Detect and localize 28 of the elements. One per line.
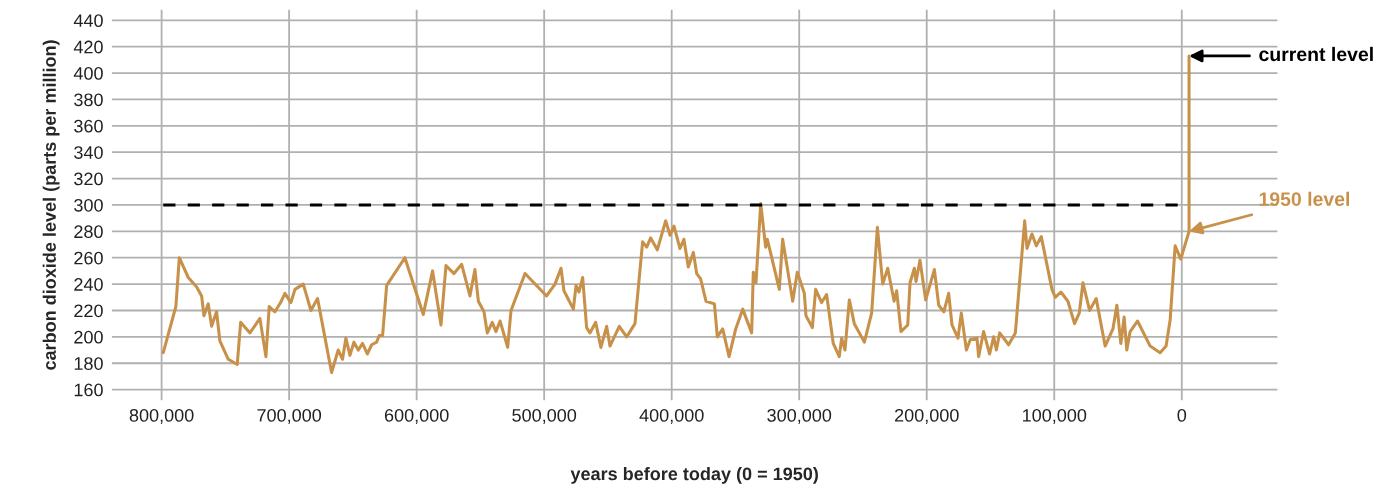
x-tick-label: 800,000: [129, 408, 194, 424]
x-tick-label: 200,000: [895, 408, 959, 424]
x-tick-label: 500,000: [512, 408, 577, 424]
x-tick-label: 100,000: [1023, 408, 1087, 424]
y-tick-label: 360: [74, 119, 103, 133]
y-axis-title: carbon dioxide level (parts per million): [42, 40, 60, 370]
annotation: 1950 level: [1259, 191, 1350, 206]
y-tick-label: 180: [74, 357, 103, 370]
y-tick-label: 340: [74, 146, 103, 159]
y-tick-label: 220: [74, 304, 103, 318]
y-tick-label: 440: [73, 14, 103, 28]
x-axis-title: years before today (0 = 1950): [570, 466, 818, 484]
y-tick-label: 160: [74, 383, 103, 397]
y-tick-label: 240: [74, 278, 103, 291]
annotation: current level: [1259, 46, 1373, 62]
y-tick-label: 260: [74, 251, 103, 265]
y-tick-label: 200: [74, 330, 103, 344]
y-tick-label: 400: [73, 67, 103, 80]
x-tick-label: 300,000: [767, 408, 832, 424]
x-tick-label: 600,000: [384, 408, 449, 424]
y-tick-label: 380: [74, 93, 103, 107]
y-tick-label: 320: [74, 172, 103, 186]
y-tick-label: 420: [73, 40, 103, 54]
x-tick-label: 400,000: [639, 408, 704, 424]
x-tick-label: 0: [1177, 408, 1187, 422]
y-tick-label: 280: [74, 225, 103, 239]
y-tick-label: 300: [74, 198, 103, 212]
x-tick-label: 700,000: [257, 408, 322, 424]
